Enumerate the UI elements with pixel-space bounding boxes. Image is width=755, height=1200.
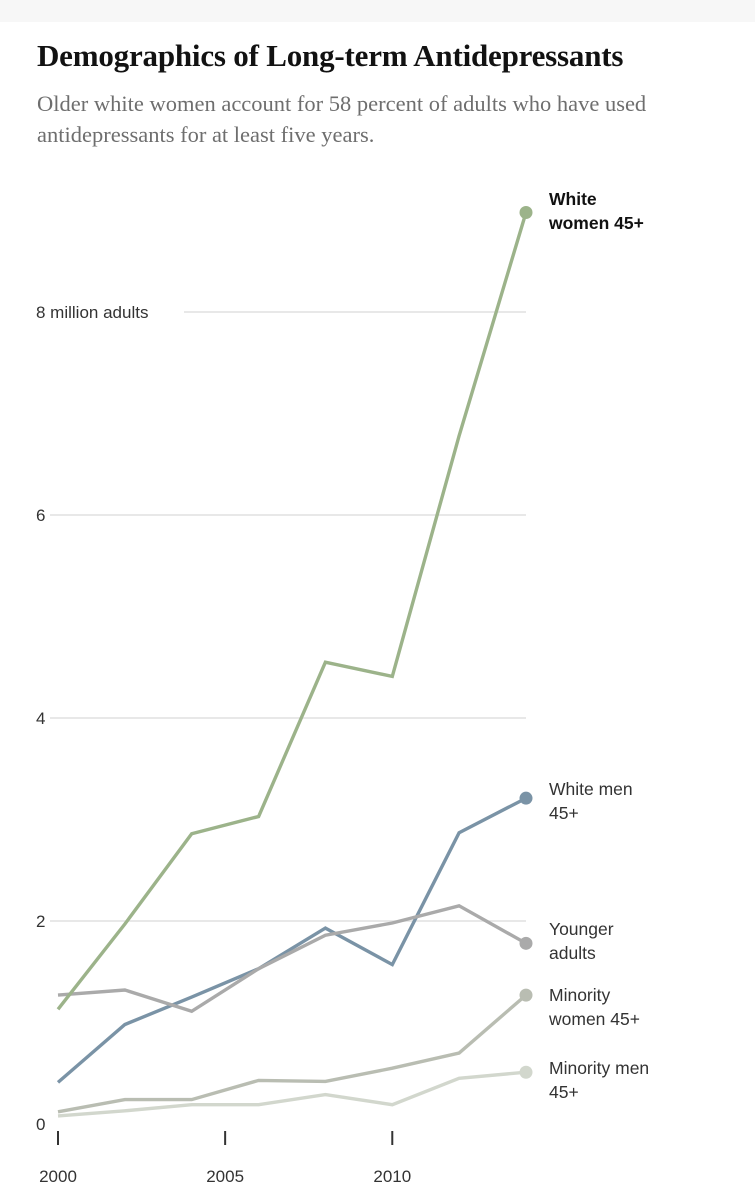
x-tick-label: 2000 — [39, 1167, 77, 1186]
series-endpoint-minority-women-45plus — [519, 988, 533, 1002]
series-line-younger-adults — [57, 903, 527, 1014]
series-endpoint-younger-adults — [519, 936, 533, 950]
series-label-white-women-45plus: White women 45+ — [548, 189, 644, 233]
top-band — [0, 0, 755, 22]
series-endpoint-white-women-45plus — [519, 206, 533, 220]
series-line-minority-men-45plus — [57, 1070, 527, 1118]
y-tick-label: 0 — [36, 1115, 45, 1134]
series-line-minority-women-45plus — [57, 993, 528, 1114]
grid-layer: 0 2 4 6 8 million adults — [36, 303, 526, 1134]
y-tick-label: 2 — [36, 912, 45, 931]
chart-title: Demographics of Long-term Antidepressant… — [37, 38, 624, 73]
series-label-minority-women-45plus: Minority women 45+ — [548, 985, 640, 1029]
series-line-white-men-45plus — [56, 796, 527, 1084]
series-layer — [56, 206, 533, 1118]
series-line-white-women-45plus — [56, 212, 528, 1011]
chart-subtitle: Older white women account for 58 percent… — [37, 91, 647, 147]
series-label-white-men-45plus: White men 45+ — [549, 779, 633, 823]
series-label-minority-men-45plus: Minority men 45+ — [549, 1058, 649, 1102]
series-endpoint-white-men-45plus — [519, 791, 533, 805]
y-tick-label: 8 million adults — [36, 303, 148, 322]
x-tick-label: 2010 — [373, 1167, 411, 1186]
x-axis: 2000 2005 2010 — [39, 1131, 411, 1186]
series-endpoint-minority-men-45plus — [519, 1065, 533, 1079]
y-tick-label: 6 — [36, 506, 45, 525]
series-label-younger-adults: Younger adults — [549, 919, 614, 963]
x-tick-label: 2005 — [206, 1167, 244, 1186]
series-labels: White women 45+ White men 45+ Younger adults M… — [548, 189, 649, 1102]
y-tick-label: 4 — [36, 709, 45, 728]
